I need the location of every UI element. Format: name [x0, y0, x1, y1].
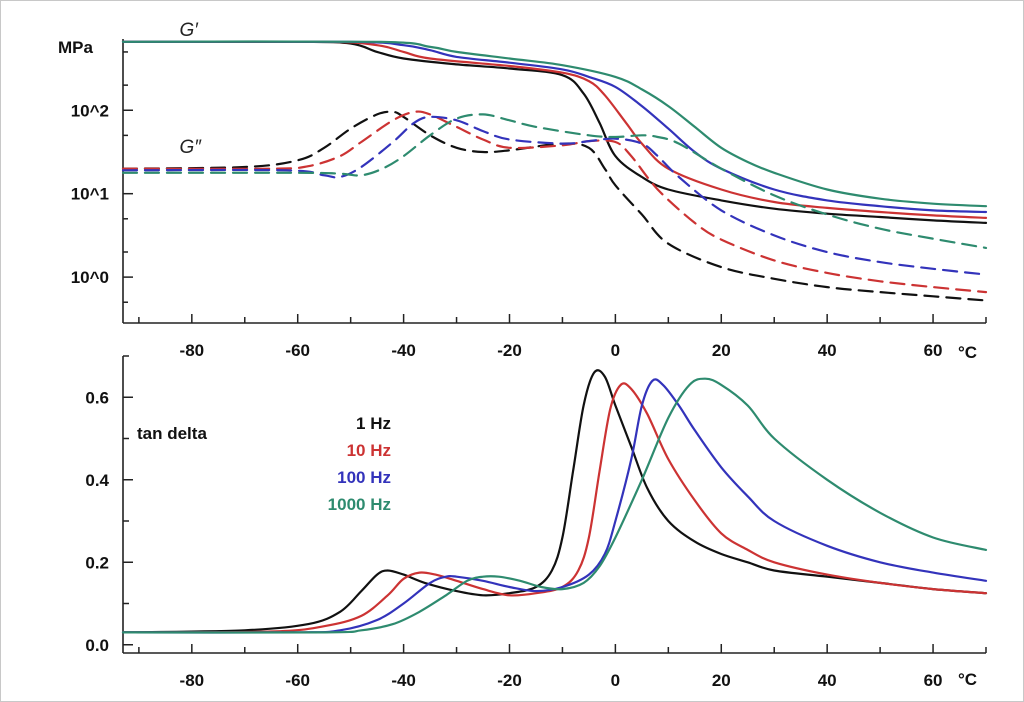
tan-delta-x-tick-label: -80 — [180, 671, 205, 690]
tan-delta-y-tick-label: 0.2 — [85, 553, 109, 572]
modulus-y-tick-label: 10^1 — [71, 185, 109, 204]
tan-delta-axes: 0.0 0.2 0.4 0.6 -80 -60 -40 -20 0 20 40 60 — [85, 355, 987, 690]
modulus-curves — [121, 40, 988, 302]
tan-delta-x-tick-label: 60 — [924, 671, 943, 690]
loss-modulus-curve-1-hz — [121, 110, 988, 302]
tan-delta-curves — [121, 369, 988, 634]
tan-delta-x-tick-label: 20 — [712, 671, 731, 690]
tan-delta-curve-100-hz — [121, 378, 988, 634]
g-double-prime-label: G″ — [179, 137, 202, 158]
tan-delta-title: tan delta — [137, 424, 207, 443]
top-x-unit-label: °C — [958, 343, 977, 362]
legend-entry-10hz: 10 Hz — [347, 441, 391, 460]
modulus-panel: 10^2 10^1 10^0 -80 -60 -40 -20 0 20 40 60 MPa G′ G… — [58, 20, 988, 362]
modulus-x-tick-label: -80 — [180, 341, 205, 360]
modulus-x-tick-label: 0 — [611, 341, 620, 360]
bottom-x-unit-label: °C — [958, 670, 977, 689]
modulus-unit-label: MPa — [58, 38, 94, 57]
modulus-x-tick-label: -20 — [497, 341, 522, 360]
modulus-axes: 10^2 10^1 10^0 -80 -60 -40 -20 0 20 40 60 — [71, 39, 987, 360]
loss-modulus-curve-100-hz — [121, 115, 988, 276]
loss-modulus-curve-1000-hz — [121, 113, 988, 249]
tan-delta-y-tick-label: 0.6 — [85, 388, 109, 407]
tan-delta-x-tick-label: -20 — [497, 671, 522, 690]
modulus-x-tick-label: 40 — [818, 341, 837, 360]
tan-delta-curve-1000-hz — [121, 377, 988, 634]
tan-delta-y-tick-label: 0.4 — [85, 471, 109, 490]
legend-entry-1000hz: 1000 Hz — [328, 495, 391, 514]
legend-entry-100hz: 100 Hz — [337, 468, 391, 487]
loss-modulus-curve-10-hz — [121, 110, 988, 294]
modulus-y-tick-label: 10^0 — [71, 268, 109, 287]
tan-delta-x-tick-label: -40 — [391, 671, 416, 690]
storage-modulus-curve-1000-hz — [121, 40, 988, 208]
modulus-x-tick-label: 20 — [712, 341, 731, 360]
modulus-x-tick-label: -40 — [391, 341, 416, 360]
legend-entry-1hz: 1 Hz — [356, 414, 391, 433]
tan-delta-panel: 0.0 0.2 0.4 0.6 -80 -60 -40 -20 0 20 40 60 tan delt… — [85, 355, 988, 690]
tan-delta-y-tick-label: 0.0 — [85, 636, 109, 655]
modulus-x-tick-label: -60 — [285, 341, 310, 360]
storage-modulus-curve-100-hz — [121, 40, 988, 214]
g-prime-label: G′ — [179, 20, 199, 41]
tan-delta-curve-10-hz — [121, 382, 988, 634]
modulus-y-tick-label: 10^2 — [71, 101, 109, 120]
frequency-legend: 1 Hz 10 Hz 100 Hz 1000 Hz — [328, 414, 391, 514]
tan-delta-x-tick-label: 0 — [611, 671, 620, 690]
tan-delta-curve-1-hz — [121, 369, 988, 634]
tan-delta-x-tick-label: -60 — [285, 671, 310, 690]
modulus-x-tick-label: 60 — [924, 341, 943, 360]
storage-modulus-curve-1-hz — [121, 40, 988, 224]
storage-modulus-curve-10-hz — [121, 40, 988, 219]
tan-delta-x-tick-label: 40 — [818, 671, 837, 690]
